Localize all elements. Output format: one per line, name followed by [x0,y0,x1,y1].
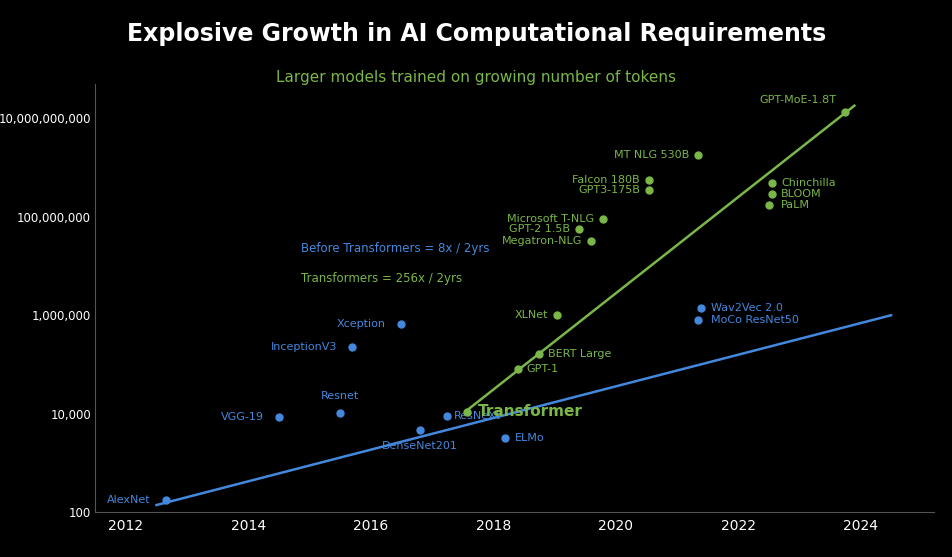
Text: AlexNet: AlexNet [107,495,150,505]
Text: Wav2Vec 2.0: Wav2Vec 2.0 [710,303,782,313]
Text: Chinchilla: Chinchilla [780,178,835,188]
Text: GPT-1: GPT-1 [526,364,559,374]
Point [837,108,852,117]
Point [583,237,598,246]
Point [271,413,287,422]
Text: Megatron-NLG: Megatron-NLG [501,236,582,246]
Text: InceptionV3: InceptionV3 [270,341,337,351]
Point [595,214,610,223]
Point [345,342,360,351]
Text: DenseNet201: DenseNet201 [382,441,457,451]
Text: Resnet: Resnet [321,391,359,401]
Point [764,179,779,188]
Text: GPT3-175B: GPT3-175B [578,185,640,196]
Text: PaLM: PaLM [780,199,809,209]
Text: VGG-19: VGG-19 [221,412,264,422]
Text: Before Transformers = 8x / 2yrs: Before Transformers = 8x / 2yrs [301,242,488,255]
Point [497,434,512,443]
Text: Larger models trained on growing number of tokens: Larger models trained on growing number … [276,70,676,85]
Text: MT NLG 530B: MT NLG 530B [613,150,688,160]
Point [332,408,347,417]
Point [693,304,708,312]
Point [393,320,408,329]
Point [641,186,656,195]
Point [570,225,585,234]
Text: XLNet: XLNet [514,310,547,320]
Text: Transformer: Transformer [477,404,583,419]
Point [411,425,426,434]
Text: Transformers = 256x / 2yrs: Transformers = 256x / 2yrs [301,272,462,285]
Text: ResNeXt: ResNeXt [453,411,500,421]
Text: Explosive Growth in AI Computational Requirements: Explosive Growth in AI Computational Req… [127,22,825,46]
Text: BLOOM: BLOOM [780,189,821,199]
Text: Microsoft T-NLG: Microsoft T-NLG [506,214,594,224]
Text: ELMo: ELMo [514,433,544,443]
Text: Xception: Xception [337,320,386,329]
Text: MoCo ResNet50: MoCo ResNet50 [710,315,798,325]
Point [641,175,656,184]
Point [549,311,565,320]
Point [460,407,475,416]
Text: Falcon 180B: Falcon 180B [572,175,640,185]
Point [761,200,776,209]
Text: GPT-MoE-1.8T: GPT-MoE-1.8T [758,95,835,105]
Text: GPT-2 1.5B: GPT-2 1.5B [508,224,569,234]
Point [531,350,546,359]
Point [509,365,525,374]
Point [158,495,173,504]
Text: BERT Large: BERT Large [547,349,611,359]
Point [690,316,705,325]
Point [690,150,705,159]
Point [764,189,779,198]
Point [439,412,454,421]
